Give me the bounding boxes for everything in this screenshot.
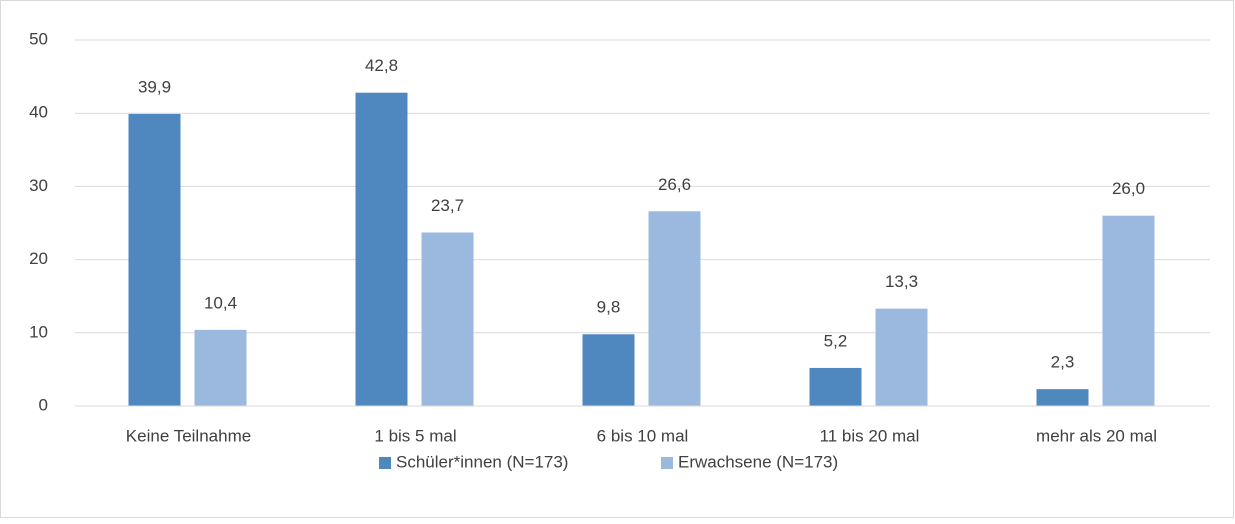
- legend-label: Schüler*innen (N=173): [396, 452, 568, 471]
- legend-label: Erwachsene (N=173): [678, 452, 838, 471]
- x-tick-label: Keine Teilnahme: [126, 426, 251, 445]
- bar: [355, 92, 408, 406]
- bar: [648, 211, 701, 406]
- value-label: 13,3: [885, 272, 918, 291]
- value-label: 42,8: [365, 56, 398, 75]
- y-tick-label: 40: [29, 103, 48, 122]
- bar: [1036, 389, 1089, 406]
- bar: [582, 334, 635, 406]
- bar: [1102, 215, 1155, 406]
- x-tick-label: 6 bis 10 mal: [597, 426, 689, 445]
- value-label: 39,9: [138, 77, 171, 96]
- bar: [875, 308, 928, 406]
- y-tick-label: 30: [29, 176, 48, 195]
- y-tick-label: 0: [39, 395, 48, 414]
- x-tick-label: mehr als 20 mal: [1036, 426, 1157, 445]
- y-tick-label: 20: [29, 249, 48, 268]
- x-tick-label: 11 bis 20 mal: [820, 426, 920, 445]
- value-label: 26,6: [658, 175, 691, 194]
- value-label: 5,2: [824, 331, 848, 350]
- legend-swatch: [661, 457, 673, 469]
- value-label: 2,3: [1051, 353, 1075, 372]
- value-label: 26,0: [1112, 179, 1145, 198]
- bar: [128, 113, 181, 406]
- bar: [421, 232, 474, 406]
- value-label: 9,8: [597, 298, 621, 317]
- y-tick-label: 10: [29, 322, 48, 341]
- value-label: 10,4: [204, 293, 237, 312]
- bar: [194, 329, 247, 406]
- legend-swatch: [379, 457, 391, 469]
- y-tick-label: 50: [29, 29, 48, 48]
- bar: [809, 367, 862, 406]
- value-label: 23,7: [431, 196, 464, 215]
- x-tick-label: 1 bis 5 mal: [374, 426, 456, 445]
